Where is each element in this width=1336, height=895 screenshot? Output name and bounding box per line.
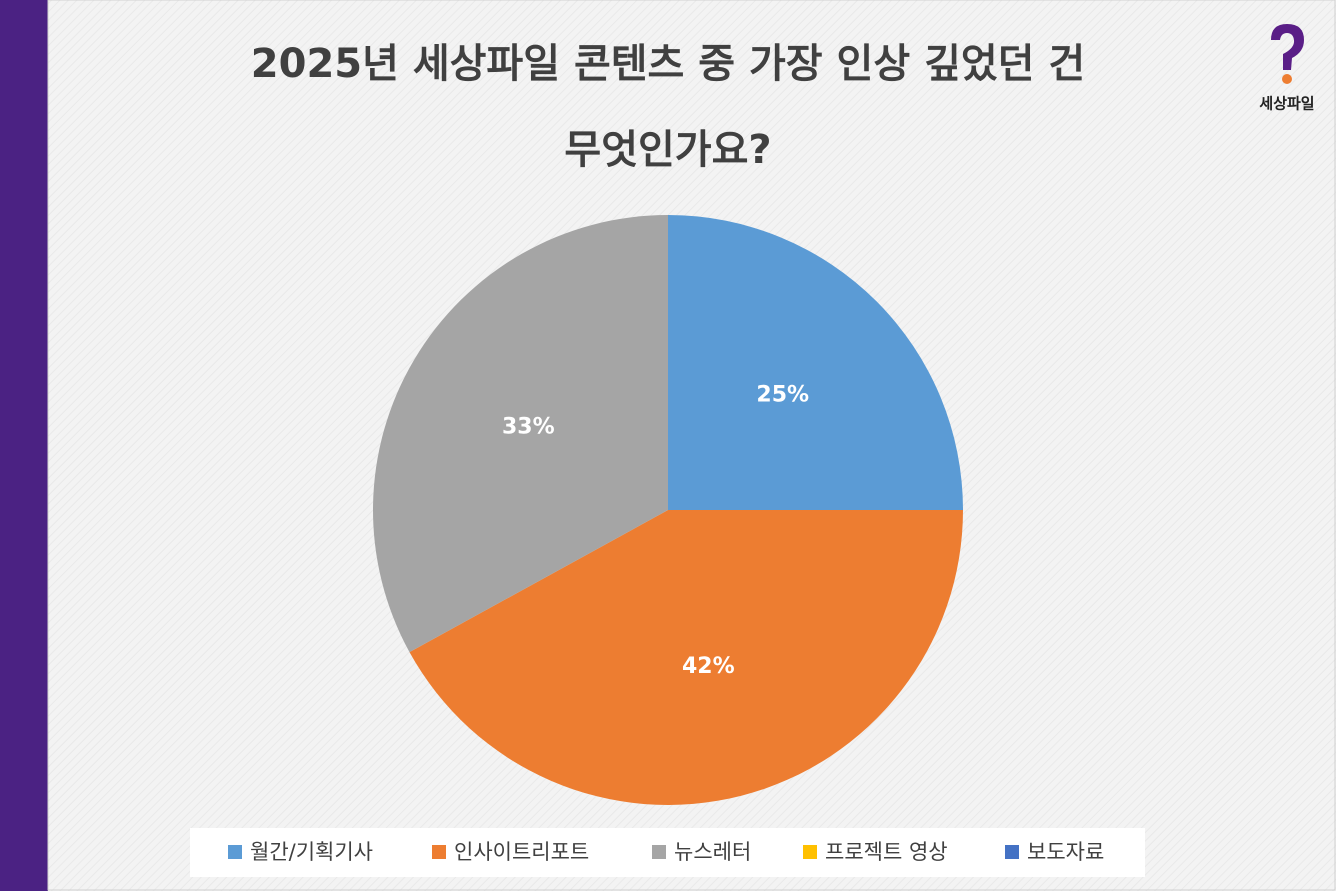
chart-title: 2025년 세상파일 콘텐츠 중 가장 인상 깊었던 건 <box>251 41 1085 87</box>
data-label: 42% <box>682 654 735 679</box>
side-bar <box>0 0 48 891</box>
legend-swatch <box>652 845 666 859</box>
legend <box>190 828 1145 877</box>
legend-swatch <box>803 845 817 859</box>
data-label: 33% <box>502 414 555 439</box>
legend-label: 뉴스레터 <box>674 840 751 864</box>
legend-swatch <box>228 845 242 859</box>
logo-icon <box>1271 24 1304 84</box>
legend-label: 인사이트리포트 <box>454 840 589 864</box>
frame <box>47 0 1336 891</box>
data-label: 25% <box>756 382 809 407</box>
legend-label: 보도자료 <box>1027 840 1104 864</box>
pie-slice <box>409 510 964 805</box>
chart-title: 무엇인가요? <box>564 127 771 173</box>
pie-slice <box>668 215 963 510</box>
legend-label: 프로젝트 영상 <box>825 840 948 864</box>
legend-swatch <box>1005 845 1019 859</box>
legend-label: 월간/기획기사 <box>250 840 373 864</box>
legend-swatch <box>432 845 446 859</box>
pie-slice <box>372 214 668 653</box>
logo-text: 세상파일 <box>1259 95 1314 113</box>
